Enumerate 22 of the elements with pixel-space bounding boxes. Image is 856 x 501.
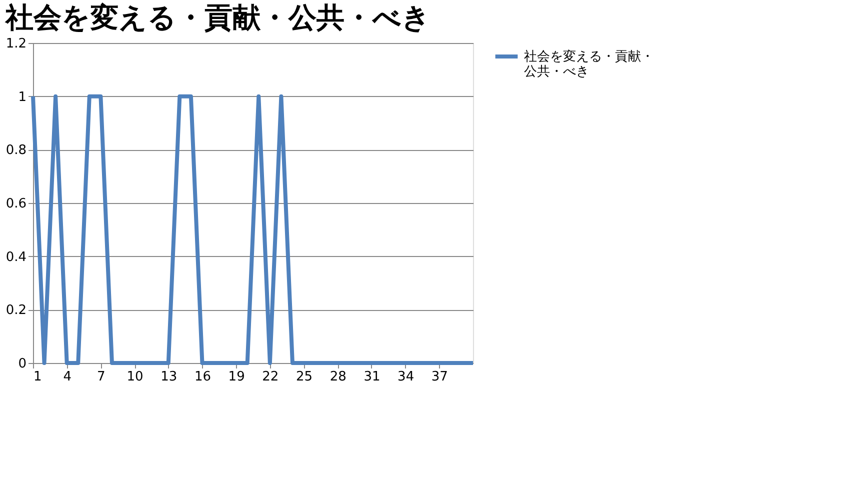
x-tick-label: 25 xyxy=(296,370,313,384)
x-tick-label: 34 xyxy=(398,370,414,384)
x-tick-label: 13 xyxy=(160,370,178,384)
x-tick-label: 19 xyxy=(228,370,245,384)
y-tick-label: 1.2 xyxy=(6,36,26,52)
x-tick-label: 7 xyxy=(97,370,106,384)
x-tick-label: 4 xyxy=(63,370,72,384)
y-tick-label: 0.4 xyxy=(6,250,26,265)
y-tick-label: 1 xyxy=(18,90,26,105)
chart-title: 社会を変える・貢献・公共・べき xyxy=(4,1,430,34)
x-tick-label: 28 xyxy=(330,370,346,384)
x-tick-label: 16 xyxy=(194,370,212,384)
x-tick-label: 37 xyxy=(431,370,448,384)
y-tick-label: 0.6 xyxy=(6,196,26,212)
y-tick-label: 0 xyxy=(18,356,26,372)
y-tick-label: 0.2 xyxy=(6,303,26,318)
x-tick-label: 22 xyxy=(262,370,279,384)
x-tick-label: 10 xyxy=(126,370,144,384)
legend-label: 社会を変える・貢献・公共・べき xyxy=(524,48,654,80)
y-tick-label: 0.8 xyxy=(6,143,26,158)
x-tick-label: 1 xyxy=(34,370,42,384)
x-tick-label: 31 xyxy=(364,370,380,384)
